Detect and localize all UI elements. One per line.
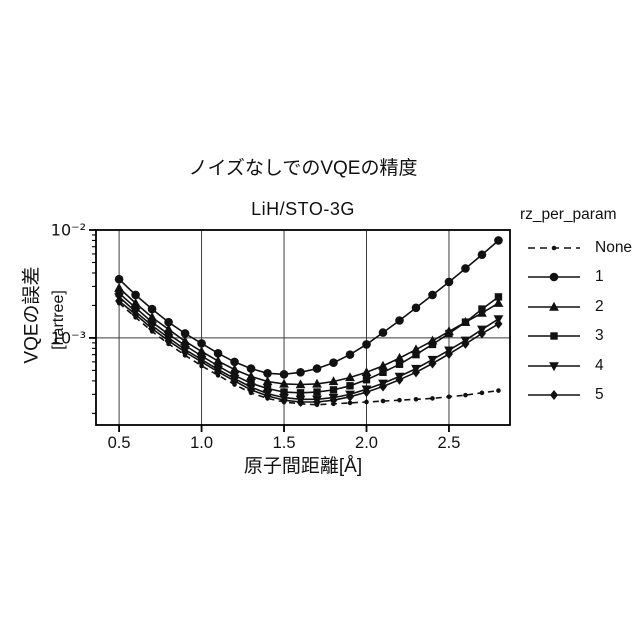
legend-item-1: 1 bbox=[520, 263, 640, 293]
legend-label: 2 bbox=[595, 297, 604, 315]
svg-text:2.0: 2.0 bbox=[355, 434, 378, 452]
plot-frame bbox=[95, 229, 511, 426]
svg-text:0.5: 0.5 bbox=[108, 434, 131, 452]
legend: rz_per_param None 1 2 3 4 5 bbox=[520, 206, 640, 410]
series-5 bbox=[115, 295, 503, 407]
legend-label: None bbox=[595, 238, 633, 256]
legend-marker-diamond-icon bbox=[528, 390, 580, 401]
legend-title: rz_per_param bbox=[520, 206, 617, 223]
legend-label: 3 bbox=[595, 327, 604, 345]
series-4 bbox=[114, 293, 504, 405]
axis-ticks bbox=[89, 229, 450, 432]
x-axis-label: 原子間距離[Å] bbox=[243, 456, 363, 477]
svg-text:2.5: 2.5 bbox=[438, 434, 461, 452]
legend-items: None 1 2 3 4 5 bbox=[520, 233, 640, 410]
y-axis-label: VQEの誤差 bbox=[21, 266, 43, 364]
x-tick-labels: 0.5 1.0 1.5 2.0 2.5 bbox=[108, 434, 461, 452]
legend-marker-triangle-down-icon bbox=[528, 362, 580, 371]
svg-text:1.0: 1.0 bbox=[190, 434, 213, 452]
legend-marker-triangle-up-icon bbox=[528, 301, 580, 311]
legend-item-5: 5 bbox=[520, 381, 640, 411]
svg-text:1.5: 1.5 bbox=[273, 434, 296, 452]
y-axis-units-label: [hartree] bbox=[50, 290, 67, 350]
legend-item-None: None bbox=[520, 233, 640, 263]
series-3 bbox=[115, 289, 503, 397]
series-1 bbox=[114, 236, 503, 379]
chart-subtitle: LiH/STO-3G bbox=[251, 199, 355, 219]
legend-marker-dot-icon bbox=[528, 245, 580, 251]
legend-label: 1 bbox=[595, 268, 604, 286]
svg-text:10⁻³: 10⁻³ bbox=[51, 328, 86, 347]
legend-label: 4 bbox=[595, 356, 604, 374]
svg-text:10⁻²: 10⁻² bbox=[51, 221, 86, 240]
legend-label: 5 bbox=[595, 386, 604, 404]
chart-title: ノイズなしでのVQEの精度 bbox=[188, 158, 418, 179]
y-tick-labels: 10⁻² 10⁻³ bbox=[51, 221, 86, 348]
legend-item-3: 3 bbox=[520, 322, 640, 352]
legend-item-2: 2 bbox=[520, 292, 640, 322]
legend-marker-square-icon bbox=[528, 332, 580, 340]
legend-item-4: 4 bbox=[520, 351, 640, 381]
legend-marker-circle-icon bbox=[528, 272, 580, 282]
